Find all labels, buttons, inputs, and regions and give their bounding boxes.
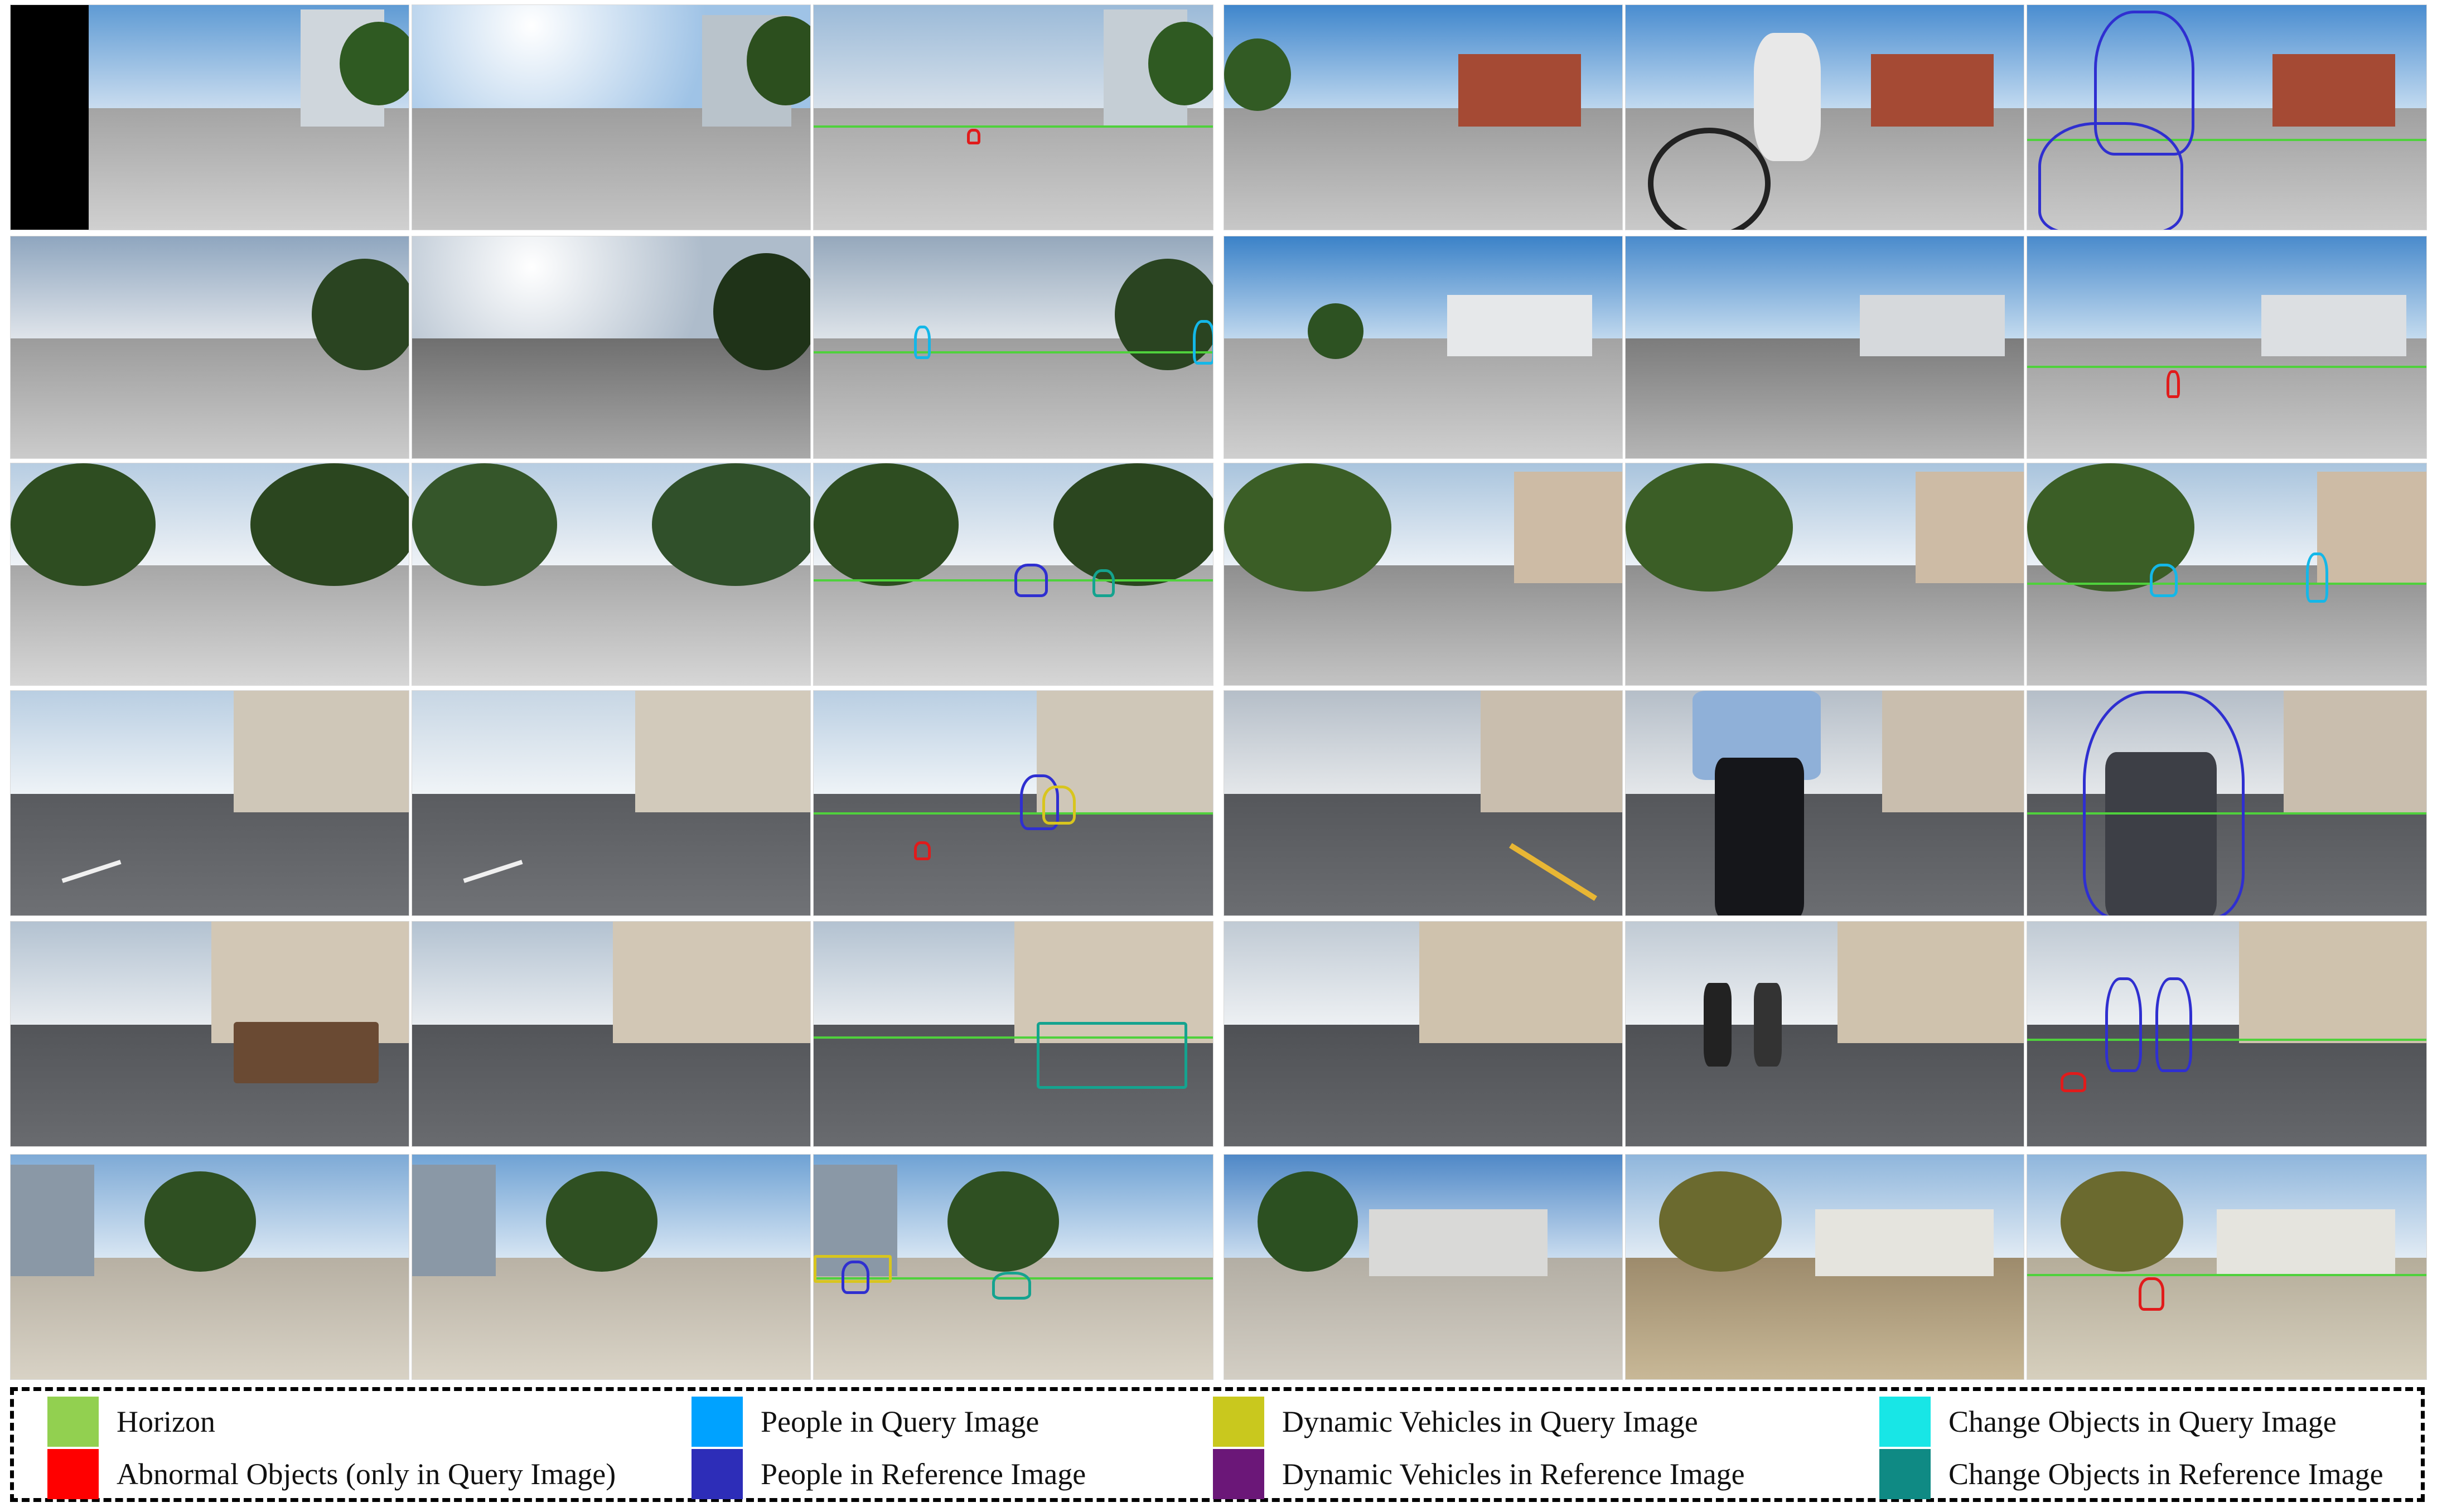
- row3-right-query-image: [1625, 463, 2024, 686]
- row4-right-annotated-image: [2027, 690, 2427, 916]
- change-reference-swatch: [1879, 1449, 1931, 1499]
- legend-label: Horizon: [117, 1405, 215, 1438]
- image-grid: [10, 4, 2427, 1380]
- legend-item-vehicles-reference: Dynamic Vehicles in Reference Image: [1213, 1449, 1745, 1499]
- row4-left-annotated-image: [813, 690, 1213, 916]
- row6-left-annotated-image: [813, 1154, 1213, 1380]
- row5-left-annotated-image: [813, 921, 1213, 1147]
- row6-right-reference-image: [1224, 1154, 1623, 1380]
- vehicles-reference-swatch: [1213, 1449, 1264, 1499]
- row5-right-annotated-image: [2027, 921, 2427, 1147]
- row5-left-query-image: [412, 921, 811, 1147]
- legend-item-abnormal-objects: Abnormal Objects (only in Query Image): [47, 1449, 616, 1499]
- legend-item-change-query: Change Objects in Query Image: [1879, 1397, 2337, 1447]
- row2-right-reference-image: [1224, 236, 1623, 459]
- row4-left-query-image: [412, 690, 811, 916]
- legend-label: Abnormal Objects (only in Query Image): [117, 1457, 616, 1491]
- row4-right-query-image: [1625, 690, 2024, 916]
- vehicles-query-swatch: [1213, 1397, 1264, 1447]
- row5-right-query-image: [1625, 921, 2024, 1147]
- row5-left-reference-image: [10, 921, 409, 1147]
- legend-label: People in Reference Image: [761, 1457, 1086, 1491]
- row3-right-reference-image: [1224, 463, 1623, 686]
- row6-right-query-image: [1625, 1154, 2024, 1380]
- legend-label: Change Objects in Reference Image: [1948, 1457, 2383, 1491]
- row2-left-reference-image: [10, 236, 409, 459]
- row2-left-annotated-image: [813, 236, 1213, 459]
- row2-right-query-image: [1625, 236, 2024, 459]
- legend-label: People in Query Image: [761, 1405, 1039, 1438]
- row2-right-annotated-image: [2027, 236, 2427, 459]
- change-query-swatch: [1879, 1397, 1931, 1447]
- legend-item-people-reference: People in Reference Image: [692, 1449, 1086, 1499]
- row1-right-annotated-image: [2027, 4, 2427, 230]
- legend: Horizon Abnormal Objects (only in Query …: [10, 1387, 2425, 1502]
- people-query-swatch: [692, 1397, 743, 1447]
- row1-left-annotated-image: [813, 4, 1213, 230]
- legend-item-horizon: Horizon: [47, 1397, 215, 1447]
- row1-left-reference-image: [10, 4, 409, 230]
- row6-right-annotated-image: [2027, 1154, 2427, 1380]
- horizon-swatch: [47, 1397, 99, 1447]
- legend-label: Dynamic Vehicles in Reference Image: [1282, 1457, 1745, 1491]
- row5-right-reference-image: [1224, 921, 1623, 1147]
- row1-right-query-image: [1625, 4, 2024, 230]
- people-reference-swatch: [692, 1449, 743, 1499]
- row6-left-query-image: [412, 1154, 811, 1380]
- legend-item-people-query: People in Query Image: [692, 1397, 1039, 1447]
- row6-left-reference-image: [10, 1154, 409, 1380]
- row3-left-annotated-image: [813, 463, 1213, 686]
- row3-left-reference-image: [10, 463, 409, 686]
- legend-label: Dynamic Vehicles in Query Image: [1282, 1405, 1698, 1438]
- row4-right-reference-image: [1224, 690, 1623, 916]
- row1-right-reference-image: [1224, 4, 1623, 230]
- row4-left-reference-image: [10, 690, 409, 916]
- row2-left-query-image: [412, 236, 811, 459]
- abnormal-swatch: [47, 1449, 99, 1499]
- legend-item-change-reference: Change Objects in Reference Image: [1879, 1449, 2383, 1499]
- row1-left-query-image: [412, 4, 811, 230]
- legend-label: Change Objects in Query Image: [1948, 1405, 2337, 1438]
- row3-right-annotated-image: [2027, 463, 2427, 686]
- legend-item-vehicles-query: Dynamic Vehicles in Query Image: [1213, 1397, 1698, 1447]
- row3-left-query-image: [412, 463, 811, 686]
